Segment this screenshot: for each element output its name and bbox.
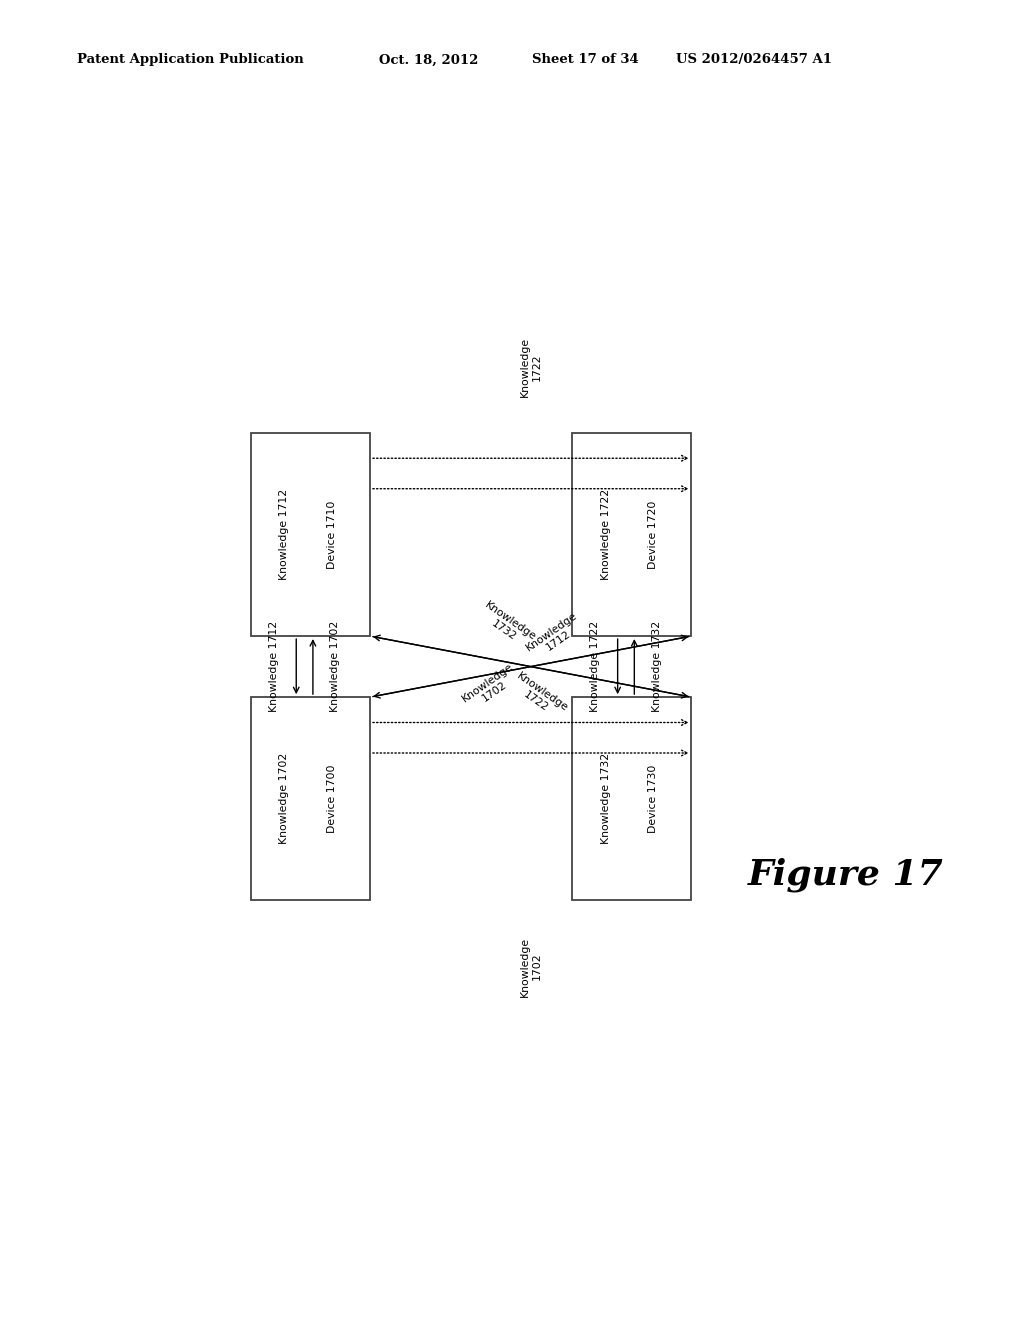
Text: Knowledge
1722: Knowledge 1722 (508, 671, 569, 723)
Text: Figure 17: Figure 17 (748, 858, 943, 892)
Text: US 2012/0264457 A1: US 2012/0264457 A1 (676, 53, 831, 66)
Text: Knowledge
1702: Knowledge 1702 (460, 661, 522, 713)
Bar (572, 697, 691, 900)
Text: Sheet 17 of 34: Sheet 17 of 34 (532, 53, 639, 66)
Text: Device 1730: Device 1730 (648, 764, 658, 833)
Text: Knowledge 1732: Knowledge 1732 (651, 620, 662, 713)
Text: Knowledge
1732: Knowledge 1732 (476, 599, 538, 652)
Text: Knowledge
1722: Knowledge 1722 (520, 337, 542, 397)
Text: Device 1700: Device 1700 (327, 764, 337, 833)
Text: Oct. 18, 2012: Oct. 18, 2012 (379, 53, 478, 66)
Text: Knowledge
1712: Knowledge 1712 (523, 610, 586, 663)
Text: Knowledge 1712: Knowledge 1712 (269, 620, 279, 713)
Text: Knowledge 1702: Knowledge 1702 (280, 754, 290, 845)
Text: Patent Application Publication: Patent Application Publication (77, 53, 303, 66)
Text: Knowledge 1702: Knowledge 1702 (330, 620, 340, 713)
Text: Device 1720: Device 1720 (648, 500, 658, 569)
Bar (251, 433, 370, 636)
Bar (572, 433, 691, 636)
Text: Device 1710: Device 1710 (327, 500, 337, 569)
Text: Knowledge 1732: Knowledge 1732 (601, 754, 610, 845)
Text: Knowledge
1702: Knowledge 1702 (520, 936, 542, 997)
Text: Knowledge 1722: Knowledge 1722 (591, 620, 600, 713)
Bar (251, 697, 370, 900)
Text: Knowledge 1712: Knowledge 1712 (280, 488, 290, 579)
Text: Knowledge 1722: Knowledge 1722 (601, 488, 610, 579)
